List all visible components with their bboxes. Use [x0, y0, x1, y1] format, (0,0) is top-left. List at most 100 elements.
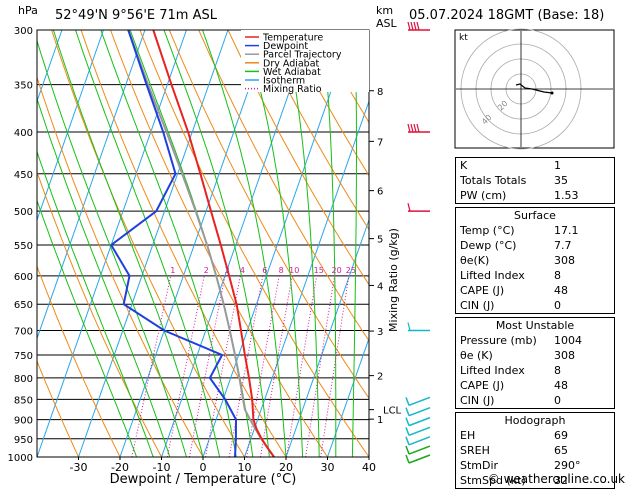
mu-cape-value: 48 — [554, 379, 568, 392]
km-tick-label: 5 — [377, 235, 383, 246]
dry-adiabat — [257, 30, 369, 231]
isotherm-0 — [202, 30, 353, 457]
axes: 1 2 3 4 6 8 10 15 20 2530035040045050055060065070… — [8, 26, 402, 474]
km-tick-label: 7 — [377, 137, 383, 148]
barb-feather — [405, 417, 410, 426]
wind-barb — [405, 426, 431, 437]
mixing-ratio-line — [286, 275, 318, 457]
mu-cape-row: CAPE (J) 48 — [456, 378, 614, 393]
barb-feather — [407, 123, 411, 133]
wet-adiabat — [37, 97, 171, 457]
parcel-trajectory-line — [127, 30, 275, 457]
surface-temp-label: Temp (°C) — [460, 224, 515, 237]
legend-label: Temperature — [262, 33, 323, 44]
pressure-tick-label: 1000 — [8, 453, 33, 464]
legend-label: Parcel Trajectory — [263, 50, 342, 61]
mixing-ratio-line — [131, 275, 172, 457]
dry-adiabat — [37, 359, 79, 457]
wet-adiabat — [37, 39, 187, 457]
totals-totals-value: 35 — [554, 174, 568, 187]
legend-label: Dewpoint — [263, 41, 308, 52]
mixing-ratio-axis-label: Mixing Ratio (g/kg) — [387, 228, 400, 332]
pw-value: 1.53 — [554, 189, 579, 202]
pressure-tick-label: 950 — [14, 435, 33, 446]
x-tick-label: -20 — [111, 461, 129, 474]
mu-cin-label: CIN (J) — [460, 394, 495, 407]
pressure-tick-label: 600 — [14, 272, 33, 283]
watermark: © weatheronline.co.uk — [488, 472, 625, 486]
km-tick-label: 2 — [377, 372, 383, 383]
pressure-tick-label: 350 — [14, 81, 33, 92]
barb-feather — [405, 436, 410, 446]
sreh-row: SREH 65 — [456, 443, 614, 458]
x-tick-label: 40 — [362, 461, 376, 474]
mixing-ratio-line — [228, 275, 264, 457]
sounding-profiles — [109, 30, 275, 457]
wet-adiabat — [202, 30, 287, 457]
wind-barb — [405, 396, 431, 407]
mixing-ratio-line — [188, 275, 226, 457]
mixing-ratio-label: 15 — [314, 266, 324, 275]
surface-li-row: Lifted Index 8 — [456, 268, 614, 283]
pressure-tick-label: 450 — [14, 170, 33, 181]
pressure-tick-label: 750 — [14, 351, 33, 362]
mu-li-label: Lifted Index — [460, 364, 525, 377]
sreh-value: 65 — [554, 444, 568, 457]
stmspd-row: StmSpd (kt) 32 — [456, 473, 614, 488]
hodograph-table: Hodograph EH 69 SREH 65 StmDir 290° StmSpd … — [455, 412, 615, 489]
mu-theta-label: θe (K) — [460, 349, 493, 362]
location-title: 52°49'N 9°56'E 71m ASL — [55, 8, 218, 23]
mixing-ratio-line — [305, 275, 336, 457]
mu-pressure-value: 1004 — [554, 334, 582, 347]
barb-feather — [407, 322, 411, 331]
wet-adiabat — [322, 30, 337, 457]
totals-totals-row: Totals Totals 35 — [456, 173, 614, 188]
mu-cin-value: 0 — [554, 394, 561, 407]
surface-cape-label: CAPE (J) — [460, 284, 505, 297]
surface-cin-label: CIN (J) — [460, 299, 495, 312]
asl-label: ASL — [376, 17, 398, 30]
x-tick-label: 0 — [200, 461, 207, 474]
stmdir-label: StmDir — [460, 459, 499, 472]
pressure-tick-label: 300 — [14, 26, 33, 37]
isotherm-10 — [244, 99, 369, 457]
mu-cape-label: CAPE (J) — [460, 379, 505, 392]
surface-dewp-label: Dewp (°C) — [460, 239, 517, 252]
x-axis-label: Dewpoint / Temperature (°C) — [110, 472, 297, 486]
barb-shaft — [408, 436, 431, 446]
wet-adiabat — [243, 30, 304, 457]
barb-shaft — [408, 445, 431, 455]
barb-feather — [407, 21, 411, 31]
mixing-ratio-line — [166, 275, 205, 457]
mixing-ratio-line — [246, 275, 280, 457]
x-tick-label: 10 — [238, 461, 252, 474]
legend-label: Mixing Ratio — [263, 84, 322, 95]
wind-barb — [405, 445, 431, 455]
surface-cape-value: 48 — [554, 284, 568, 297]
dry-adiabat — [37, 264, 121, 457]
isotherm--60 — [37, 30, 104, 222]
mu-pressure-row: Pressure (mb) 1004 — [456, 333, 614, 348]
barb-feather — [405, 397, 410, 406]
legend-label: Isotherm — [263, 76, 305, 87]
plot-grid — [37, 30, 369, 457]
eh-value: 69 — [554, 429, 568, 442]
barb-feather — [416, 123, 420, 133]
barb-feather — [413, 123, 417, 133]
mixing-ratio-line — [320, 275, 350, 457]
dry-adiabat — [37, 170, 162, 457]
dry-adiabat — [110, 30, 328, 457]
barb-shaft — [408, 426, 431, 437]
mixing-ratio-label: 25 — [346, 266, 356, 275]
barb-feather — [407, 203, 411, 212]
km-tick-label: 6 — [377, 187, 383, 198]
mixing-ratio-label: 1 — [170, 266, 175, 275]
wind-barb — [405, 454, 431, 464]
hodograph-end-dot — [550, 91, 554, 95]
mixing-ratio-label: 2 — [204, 266, 209, 275]
